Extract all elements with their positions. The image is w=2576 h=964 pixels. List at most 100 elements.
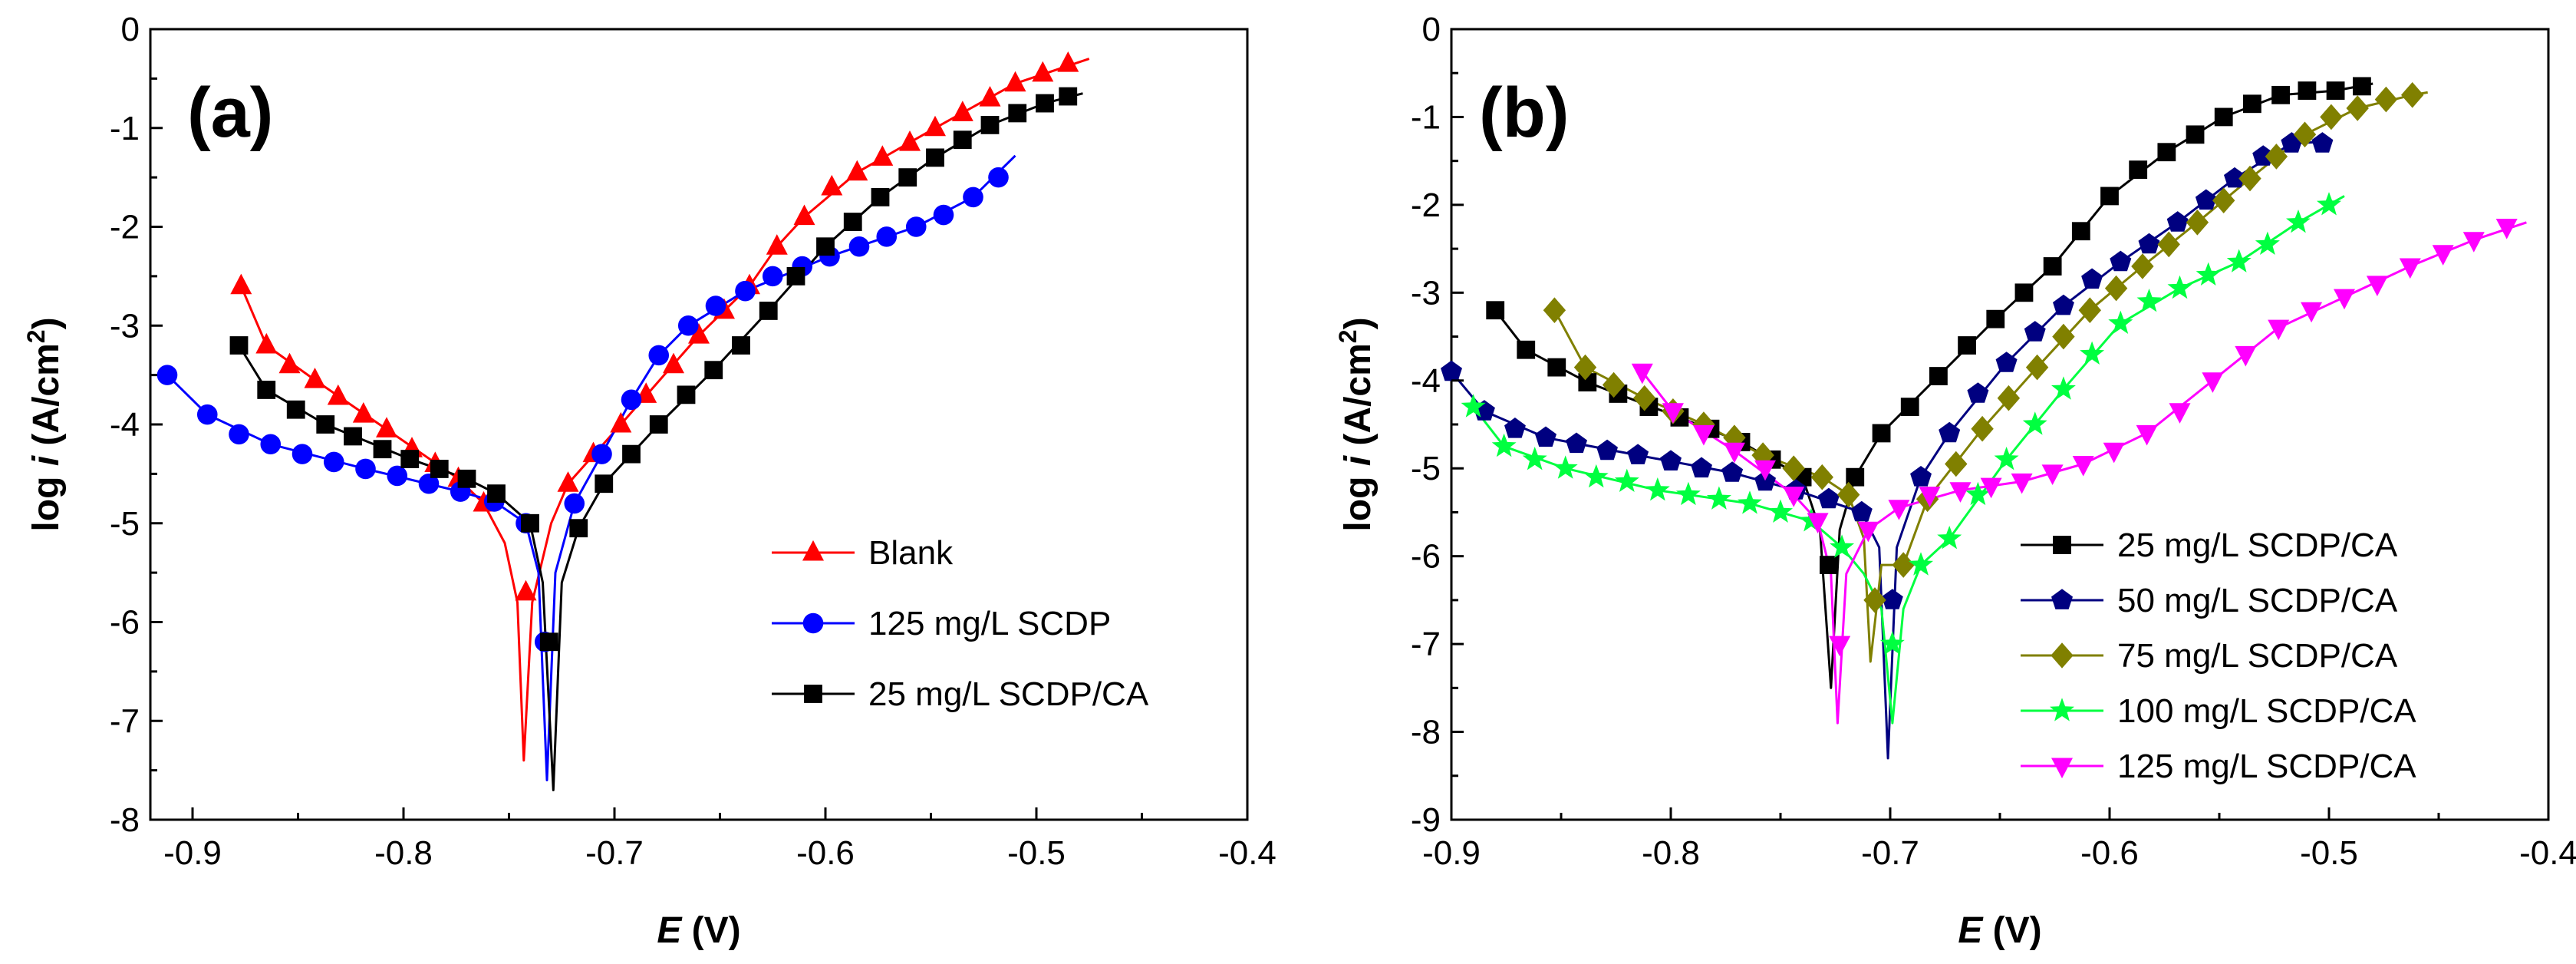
panel-b-marker-100-mg-l-scdp-ca bbox=[2051, 376, 2076, 400]
panel-b-marker-50-mg-l-scdp-ca bbox=[1441, 360, 1462, 381]
panel-b-marker-100-mg-l-scdp-ca bbox=[1553, 455, 1578, 479]
panel-b-x-tick-label: -0.6 bbox=[2080, 834, 2139, 872]
panel-b-y-tick-label: -7 bbox=[1411, 626, 1441, 663]
panel-b-marker-50-mg-l-scdp-ca bbox=[2195, 189, 2217, 210]
panel-a-marker-125-mg-l-scdp bbox=[260, 434, 282, 455]
panel-b-marker-125-mg-l-scdp-ca bbox=[2462, 232, 2485, 253]
panel-a-legend-marker-25-mg-l-scdp-ca bbox=[804, 685, 822, 703]
panel-b-x-ticks: -0.9 -0.8 -0.7 -0.6 -0.5 -0.4 bbox=[1422, 807, 2576, 872]
panel-b-marker-50-mg-l-scdp-ca bbox=[1535, 426, 1556, 447]
panel-a-marker-blank bbox=[979, 86, 1001, 107]
panel-b-marker-100-mg-l-scdp-ca bbox=[2226, 249, 2252, 272]
panel-b-marker-50-mg-l-scdp-ca bbox=[1691, 457, 1712, 478]
panel-a-x-tick-label: -0.6 bbox=[796, 834, 855, 872]
panel-a-marker-125-mg-l-scdp bbox=[876, 226, 898, 247]
panel-b-marker-50-mg-l-scdp-ca bbox=[1504, 418, 1526, 438]
panel-a-marker-blank bbox=[1004, 71, 1026, 92]
panel-b-marker-25-mg-l-scdp-ca bbox=[2298, 81, 2317, 101]
panel-a-marker-blank bbox=[557, 471, 579, 492]
panel-b-legend-label-125-mg-l-scdp-ca: 125 mg/L SCDP/CA bbox=[2117, 748, 2416, 785]
panel-b-y-tick-label: -2 bbox=[1411, 187, 1441, 224]
panel-b-marker-25-mg-l-scdp-ca bbox=[2243, 94, 2261, 114]
panel-b-y-tick-label: -1 bbox=[1411, 98, 1441, 136]
panel-b-marker-125-mg-l-scdp-ca bbox=[2235, 345, 2257, 367]
panel-b-marker-100-mg-l-scdp-ca bbox=[1937, 526, 1962, 550]
panel-b-marker-25-mg-l-scdp-ca bbox=[2014, 283, 2034, 302]
panel-b-ylabel-unit: (A/cm bbox=[1338, 343, 1379, 456]
panel-a-x-tick-label: -0.7 bbox=[585, 834, 644, 872]
panel-b-x-tick-label: -0.7 bbox=[1861, 834, 1919, 872]
panel-b-ylabel-italic: i bbox=[1338, 454, 1379, 466]
panel-b-legend-marker-50-mg-l-scdp-ca bbox=[2051, 589, 2073, 609]
panel-a-ylabel-close: ) bbox=[26, 317, 67, 329]
panel-b-y-tick-label: -3 bbox=[1411, 274, 1441, 312]
panel-b-marker-25-mg-l-scdp-ca bbox=[2326, 81, 2345, 101]
panel-b-marker-75-mg-l-scdp-ca bbox=[2131, 253, 2154, 279]
panel-b-marker-75-mg-l-scdp-ca bbox=[1782, 455, 1805, 481]
panel-a-marker-blank bbox=[1057, 51, 1079, 72]
panel-b-marker-75-mg-l-scdp-ca bbox=[2157, 231, 2180, 258]
panel-b-y-tick-label: -6 bbox=[1411, 538, 1441, 576]
panel-a-marker-25-mg-l-scdp-ca bbox=[595, 474, 614, 494]
panel-b-marker-125-mg-l-scdp-ca bbox=[1662, 403, 1684, 424]
panel-b-marker-100-mg-l-scdp-ca bbox=[2317, 192, 2341, 216]
panel-a-marker-25-mg-l-scdp-ca bbox=[1036, 94, 1054, 113]
panel-b-marker-75-mg-l-scdp-ca bbox=[1543, 297, 1566, 323]
panel-b-marker-50-mg-l-scdp-ca bbox=[1995, 352, 2018, 372]
panel-a-marker-125-mg-l-scdp bbox=[735, 280, 756, 302]
panel-b-marker-100-mg-l-scdp-ca bbox=[2167, 275, 2192, 299]
panel-b-marker-50-mg-l-scdp-ca bbox=[1721, 461, 1744, 482]
panel-a-marker-blank bbox=[688, 323, 710, 344]
panel-a-marker-25-mg-l-scdp-ca bbox=[373, 440, 392, 459]
panel-a-marker-25-mg-l-scdp-ca bbox=[539, 632, 558, 652]
panel-a-marker-25-mg-l-scdp-ca bbox=[980, 115, 1000, 134]
panel-b-marker-50-mg-l-scdp-ca bbox=[2081, 268, 2103, 289]
panel-a-marker-25-mg-l-scdp-ca bbox=[1059, 87, 1078, 106]
panel-b-marker-100-mg-l-scdp-ca bbox=[1768, 499, 1793, 523]
panel-b-x-axis-label: E (V) bbox=[1958, 910, 2041, 951]
panel-b-marker-100-mg-l-scdp-ca bbox=[2136, 289, 2162, 312]
panel-b-legend: 25 mg/L SCDP/CA 50 mg/L SCDP/CA 75 mg/L SC… bbox=[2021, 527, 2416, 785]
panel-b-x-tick-label: -0.9 bbox=[1422, 834, 1481, 872]
panel-a-ylabel-main: log bbox=[26, 466, 67, 531]
panel-b-marker-100-mg-l-scdp-ca bbox=[1461, 394, 1486, 418]
panel-b-marker-25-mg-l-scdp-ca bbox=[1958, 336, 1976, 355]
panel-b-y-ticks: 0 -1 -2 -3 -4 -5 -6 -7 -8 -9 bbox=[1411, 11, 1464, 839]
panel-b-marker-25-mg-l-scdp-ca bbox=[2071, 222, 2090, 241]
panel-b-ylabel-close: ) bbox=[1338, 317, 1379, 329]
panel-b-legend-marker-100-mg-l-scdp-ca bbox=[2050, 698, 2074, 721]
panel-b-marker-100-mg-l-scdp-ca bbox=[2022, 411, 2047, 435]
panel-b-marker-25-mg-l-scdp-ca bbox=[2214, 107, 2233, 127]
panel-a-marker-25-mg-l-scdp-ca bbox=[843, 213, 862, 231]
panel-a-y-tick-label: -2 bbox=[110, 209, 140, 246]
panel-b-marker-100-mg-l-scdp-ca bbox=[1706, 486, 1731, 510]
panel-a-y-tick-label: -4 bbox=[110, 406, 140, 444]
panel-b-marker-50-mg-l-scdp-ca bbox=[1967, 382, 1989, 403]
panel-b-marker-25-mg-l-scdp-ca bbox=[1517, 340, 1536, 359]
panel-a-marker-blank bbox=[278, 352, 301, 374]
panel-b-marker-75-mg-l-scdp-ca bbox=[1997, 385, 2021, 411]
panel-a-xlabel-italic: E bbox=[657, 910, 683, 951]
panel-b-marker-50-mg-l-scdp-ca bbox=[1817, 487, 1840, 509]
panel-b-marker-50-mg-l-scdp-ca bbox=[1939, 421, 1961, 443]
panel-a-y-tick-label: -6 bbox=[110, 604, 140, 642]
panel-b-marker-50-mg-l-scdp-ca bbox=[1910, 466, 1932, 487]
panel-b-curve-100-mg-l-scdp-ca bbox=[1472, 195, 2345, 725]
panel-b-marker-125-mg-l-scdp-ca bbox=[2366, 276, 2388, 296]
panel-b-marker-25-mg-l-scdp-ca bbox=[2353, 77, 2371, 96]
panel-b-marker-50-mg-l-scdp-ca bbox=[1850, 500, 1873, 522]
panel-b-marker-100-mg-l-scdp-ca bbox=[2108, 310, 2133, 334]
panel-b-marker-100-mg-l-scdp-ca bbox=[2255, 231, 2280, 255]
panel-b-marker-75-mg-l-scdp-ca bbox=[1573, 354, 1597, 381]
panel-b-marker-75-mg-l-scdp-ca bbox=[1810, 464, 1833, 490]
panel-b-marker-25-mg-l-scdp-ca bbox=[1578, 373, 1597, 391]
panel-b-marker-25-mg-l-scdp-ca bbox=[2100, 187, 2119, 206]
panel-a-marker-blank bbox=[610, 411, 632, 433]
panel-b-marker-75-mg-l-scdp-ca bbox=[1602, 371, 1626, 398]
panel-a-curve-125-mg-l-scdp bbox=[166, 154, 1016, 781]
panel-a-marker-blank bbox=[899, 130, 921, 151]
panel-a: (a) -0.9 -0.8 -0.7 -0.6 -0.5 -0.4 0 -1 -2 -3 -4 -5… bbox=[22, 11, 1276, 951]
panel-b-marker-50-mg-l-scdp-ca bbox=[1660, 450, 1682, 470]
panel-a-marker-blank bbox=[515, 579, 537, 601]
